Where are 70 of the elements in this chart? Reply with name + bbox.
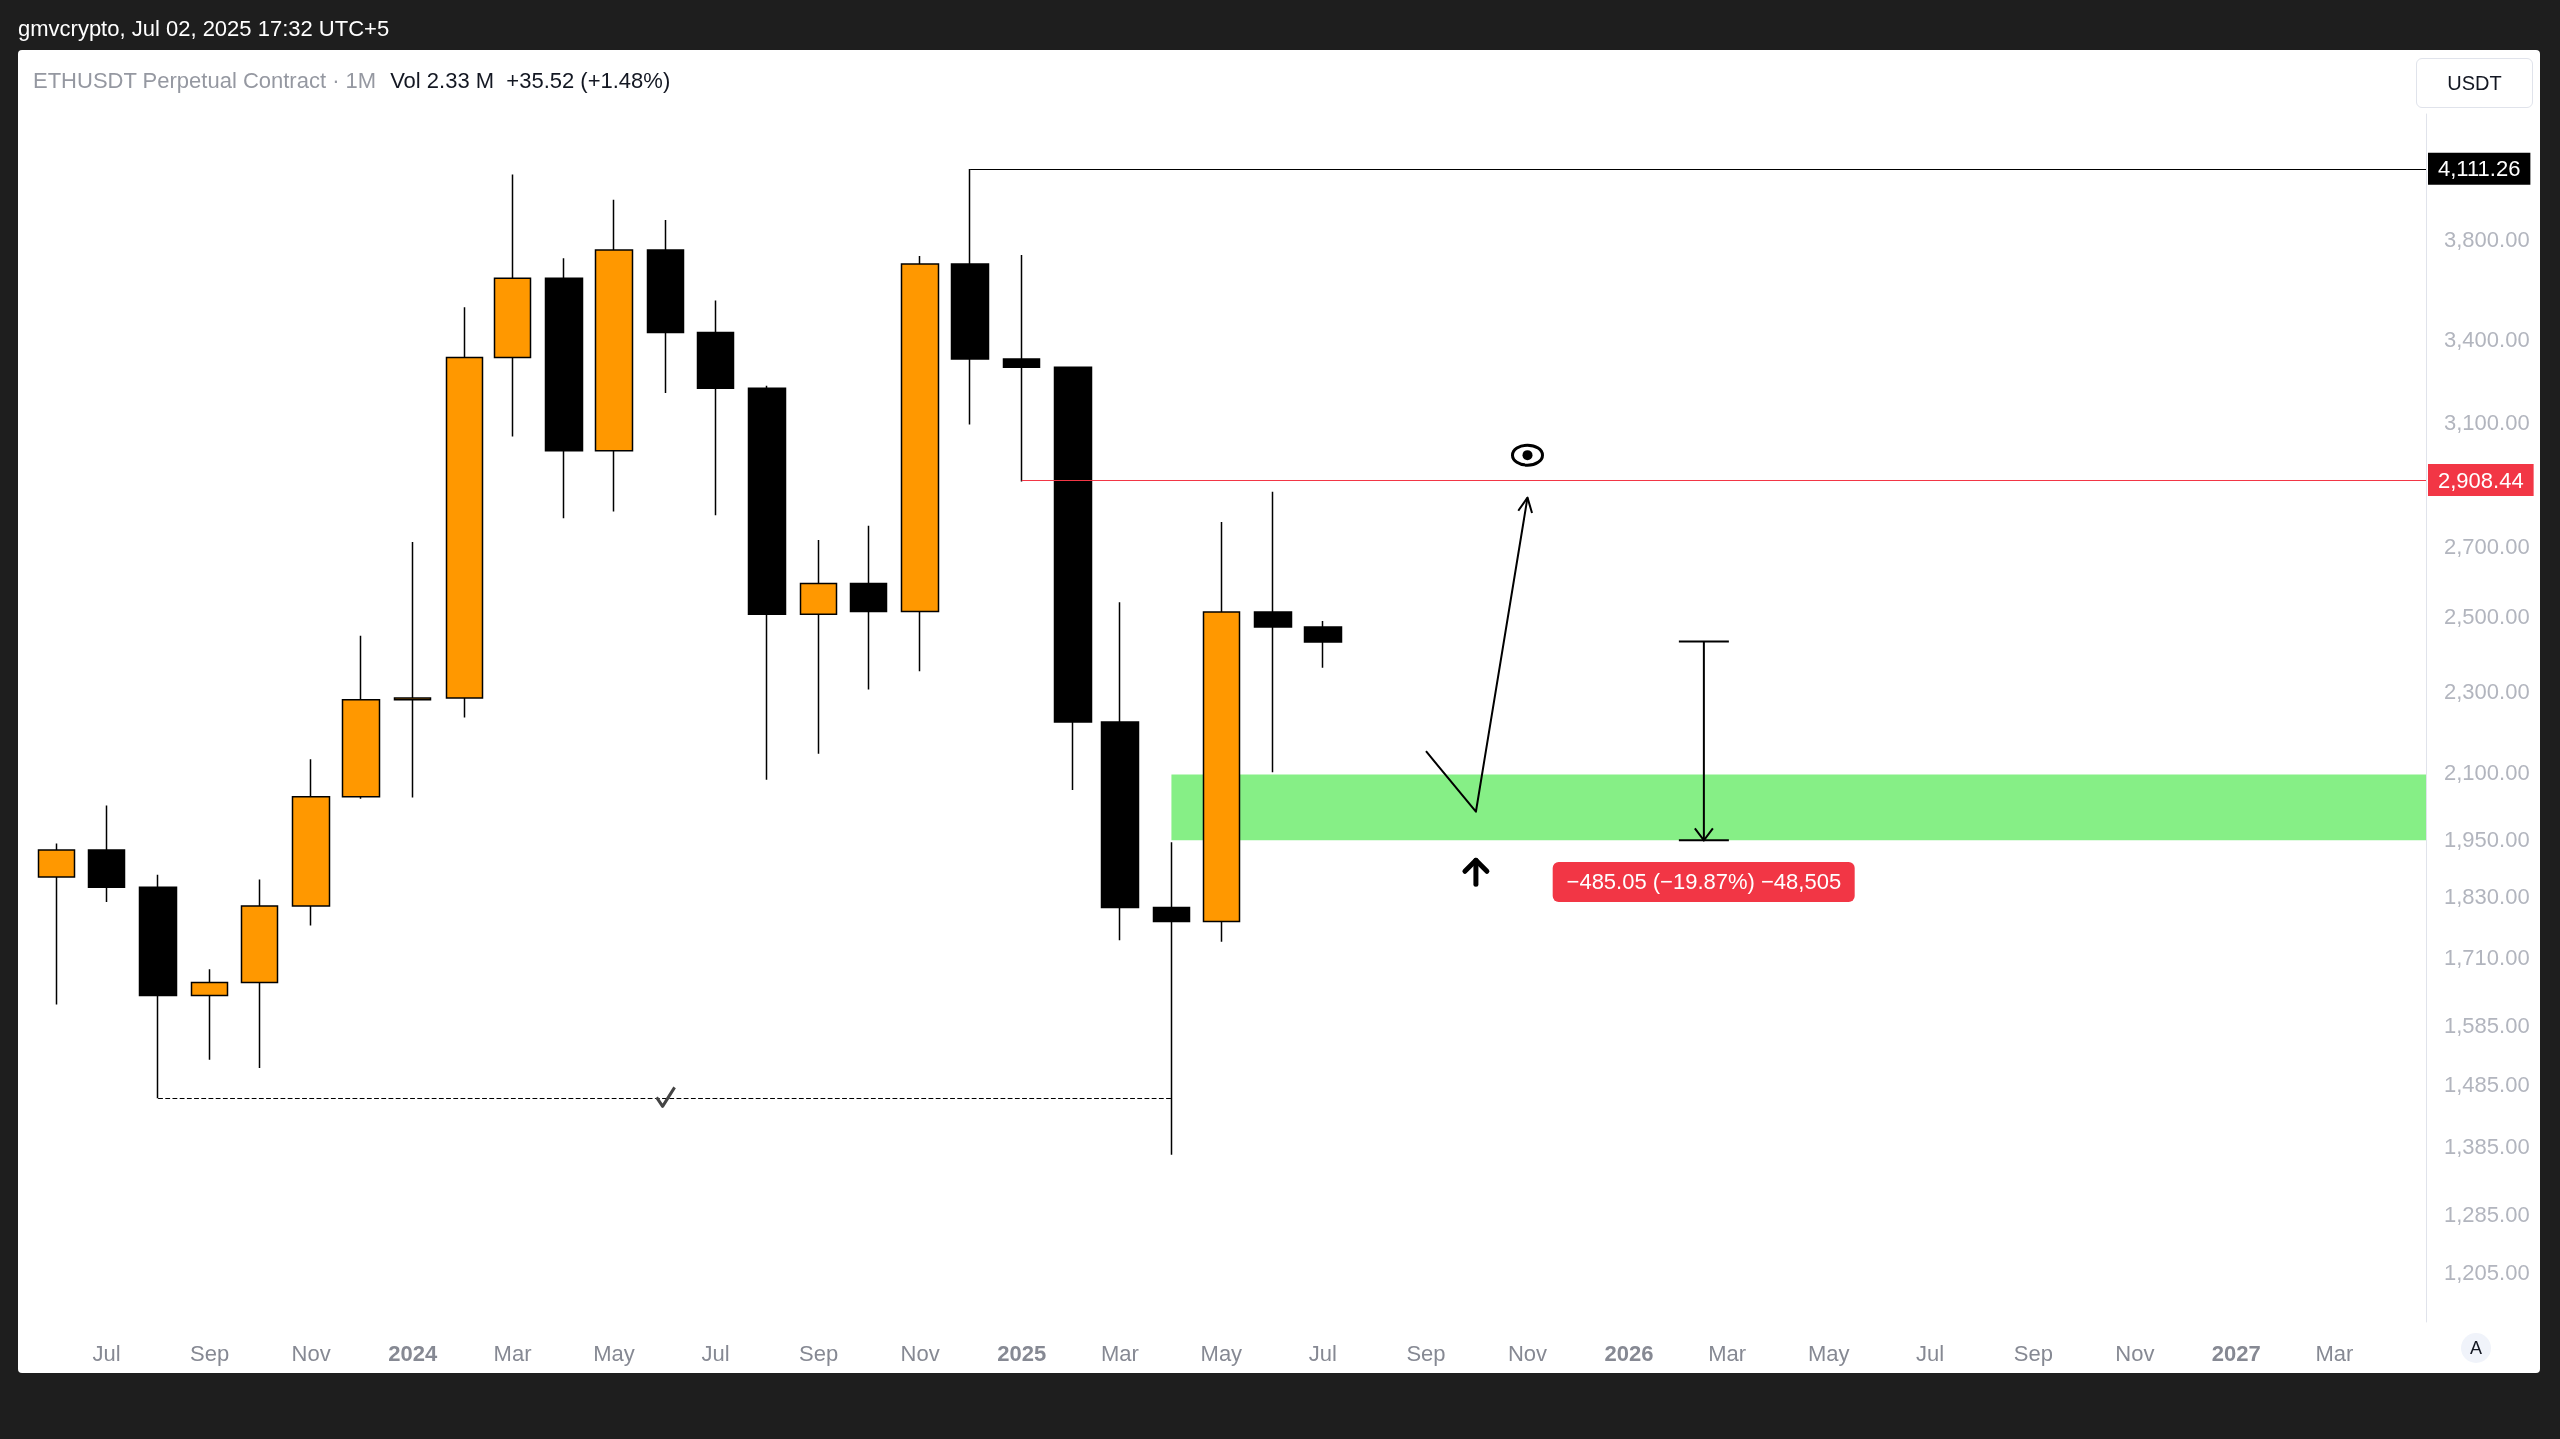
candlestick [1202, 521, 1241, 943]
x-tick-label: Nov [900, 1340, 940, 1366]
candlestick [393, 541, 432, 799]
x-tick-label: Nov [1507, 1340, 1548, 1366]
x-tick-label: Mar [1100, 1340, 1139, 1366]
x-tick-label: Sep [2013, 1340, 2053, 1366]
x-tick-label: Jul [701, 1340, 730, 1366]
candlestick [646, 219, 685, 394]
candlestick [849, 525, 888, 691]
y-tick-label: 2,700.00 [2444, 534, 2530, 560]
x-tick-label: Jul [1916, 1340, 1945, 1366]
y-tick-label: 1,285.00 [2444, 1201, 2530, 1227]
candlestick [445, 306, 484, 719]
text: USDT [2447, 71, 2502, 95]
candlestick [240, 878, 279, 1069]
candlestick [493, 173, 532, 438]
y-tick-label: 2,500.00 [2444, 603, 2530, 629]
x-tick-label: Mar [493, 1340, 532, 1366]
candlestick [138, 873, 178, 1100]
candlestick [37, 842, 76, 1006]
candlestick [1253, 490, 1293, 774]
x-tick-label: Sep [190, 1340, 230, 1366]
chart-title: ETHUSDT Perpetual Contract · 1M [33, 68, 377, 93]
x-tick-label: 2026 [1604, 1340, 1654, 1366]
x-tick-label: Jul [92, 1340, 121, 1366]
candlestick [87, 804, 126, 903]
x-tick-label: 2025 [997, 1340, 1047, 1366]
x-tick-label: Sep [799, 1340, 839, 1366]
candlestick [1303, 620, 1343, 669]
x-tick-label: 2024 [388, 1340, 438, 1366]
x-tick-label: Nov [2115, 1340, 2155, 1366]
x-tick-label: 2027 [2211, 1340, 2261, 1366]
y-tick-label: 3,100.00 [2444, 410, 2530, 436]
y-tick-label: 1,385.00 [2444, 1134, 2530, 1160]
candlestick [799, 539, 838, 755]
x-tick-label: Mar [2315, 1340, 2354, 1366]
candlestick [747, 385, 787, 781]
y-tick-label: 1,950.00 [2444, 826, 2530, 852]
ref-line-label: 4,111.26 [2438, 156, 2521, 182]
x-tick-label: May [593, 1340, 635, 1366]
y-tick-label: 1,830.00 [2444, 884, 2530, 910]
candlestick [1002, 254, 1041, 483]
text: A [2469, 1337, 2482, 1359]
x-tick-label: Mar [1708, 1340, 1747, 1366]
y-tick-label: 2,300.00 [2444, 678, 2530, 704]
x-tick-label: Nov [291, 1340, 331, 1366]
candlestick [900, 255, 940, 673]
annotation: −485.05 (−19.87%) −48,505 [1566, 869, 1842, 895]
y-tick-label: 1,485.00 [2444, 1071, 2530, 1097]
y-tick-label: 2,100.00 [2444, 760, 2530, 786]
y-tick-label: 1,710.00 [2444, 944, 2530, 970]
candlestick [1053, 365, 1093, 791]
ref-line-label: 2,908.44 [2438, 467, 2524, 493]
y-tick-label: 3,400.00 [2444, 327, 2530, 353]
candlestick [594, 199, 634, 513]
chart-subtitle: Vol 2.33 M +35.52 (+1.48%) [390, 68, 671, 93]
x-tick-label: May [1807, 1340, 1850, 1366]
candlestick [190, 968, 229, 1061]
y-tick-label: 1,205.00 [2444, 1259, 2530, 1285]
x-tick-label: Jul [1308, 1340, 1337, 1366]
candlestick [544, 257, 584, 520]
x-tick-label: Sep [1406, 1340, 1446, 1366]
text: gmvcrypto, Jul 02, 2025 17:32 UTC+5 [18, 16, 390, 41]
candlestick [1100, 601, 1140, 942]
y-tick-label: 3,800.00 [2444, 227, 2530, 253]
candlestick [696, 299, 735, 516]
candlestick [291, 758, 331, 927]
y-tick-label: 1,585.00 [2444, 1013, 2530, 1039]
x-tick-label: May [1200, 1340, 1243, 1366]
candlestick [341, 634, 381, 800]
